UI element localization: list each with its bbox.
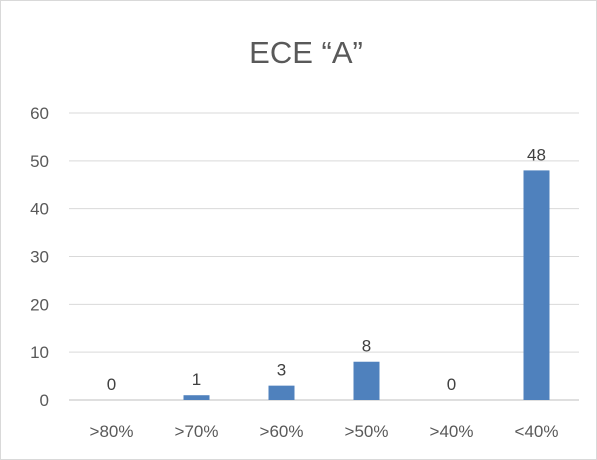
bar-2 [183,395,210,400]
x-tick-label: >50% [345,422,389,441]
x-tick-label: <40% [515,422,559,441]
data-label-5: 0 [447,375,456,394]
y-tick-label: 60 [30,104,49,123]
bar-6 [523,170,550,400]
x-tick-label: >60% [260,422,304,441]
y-axis-ticks: 0 10 20 30 40 50 60 [30,104,49,410]
data-label-3: 3 [277,361,286,380]
data-label-1: 0 [107,375,116,394]
gridlines [69,112,579,401]
x-axis-ticks: >80% >70% >60% >50% >40% <40% [90,422,559,441]
data-label-6: 48 [527,145,546,164]
y-tick-label: 0 [40,391,49,410]
y-tick-label: 10 [30,343,49,362]
data-label-2: 1 [192,370,201,389]
y-tick-label: 20 [30,295,49,314]
data-labels: 0 1 3 8 0 48 [107,145,546,394]
x-tick-label: >70% [175,422,219,441]
y-tick-label: 30 [30,248,49,267]
y-tick-label: 40 [30,200,49,219]
y-tick-label: 50 [30,152,49,171]
x-tick-label: >80% [90,422,134,441]
bar-4 [353,361,380,400]
chart-title: ECE “A” [249,35,363,70]
bars [183,170,550,400]
data-label-4: 8 [362,337,371,356]
x-tick-label: >40% [430,422,474,441]
bar-3 [268,385,295,400]
